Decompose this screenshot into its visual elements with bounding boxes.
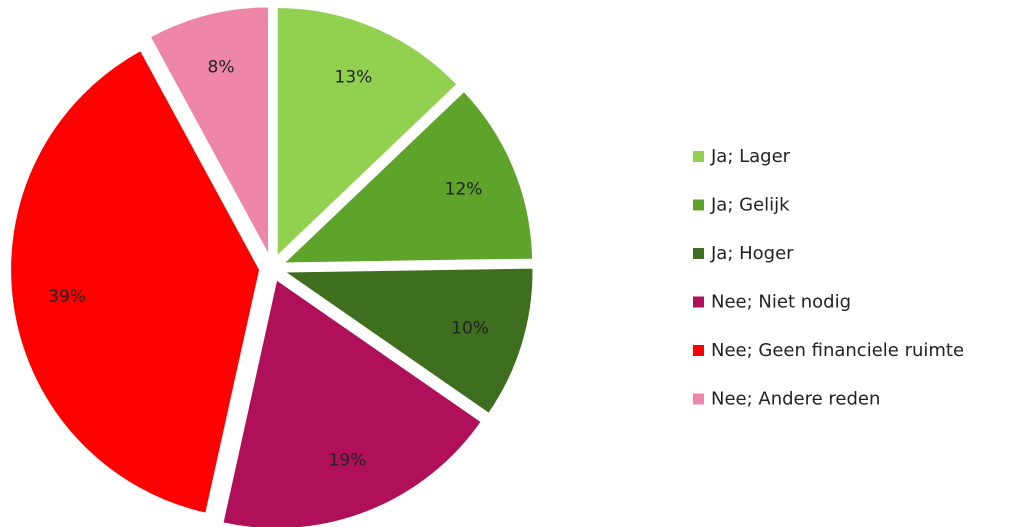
data-label: 19% [329,451,367,471]
pie-slice [280,266,535,416]
legend-swatch [693,248,704,259]
legend-label: Nee; Andere reden [711,389,880,410]
pie-slice [275,5,459,260]
data-label: 8% [208,57,235,77]
legend-swatch [693,345,704,356]
pie-slice [9,48,262,515]
pie-slice [280,89,535,265]
data-label: 10% [451,318,489,338]
legend-label: Ja; Lager [710,146,791,167]
legend-label: Nee; Geen financiele ruimte [711,340,964,361]
pie-slice [221,277,484,527]
legend-swatch [693,151,704,162]
legend-label: Ja; Hoger [710,243,794,264]
legend-swatch [693,393,704,405]
data-label: 12% [445,180,483,200]
legend-label: Ja; Gelijk [710,195,790,216]
legend-swatch [693,296,704,308]
legend-label: Nee; Niet nodig [711,292,851,313]
data-label: 13% [335,68,373,88]
data-label: 39% [48,287,86,307]
legend-swatch [693,199,704,211]
pie-slice [148,5,271,257]
